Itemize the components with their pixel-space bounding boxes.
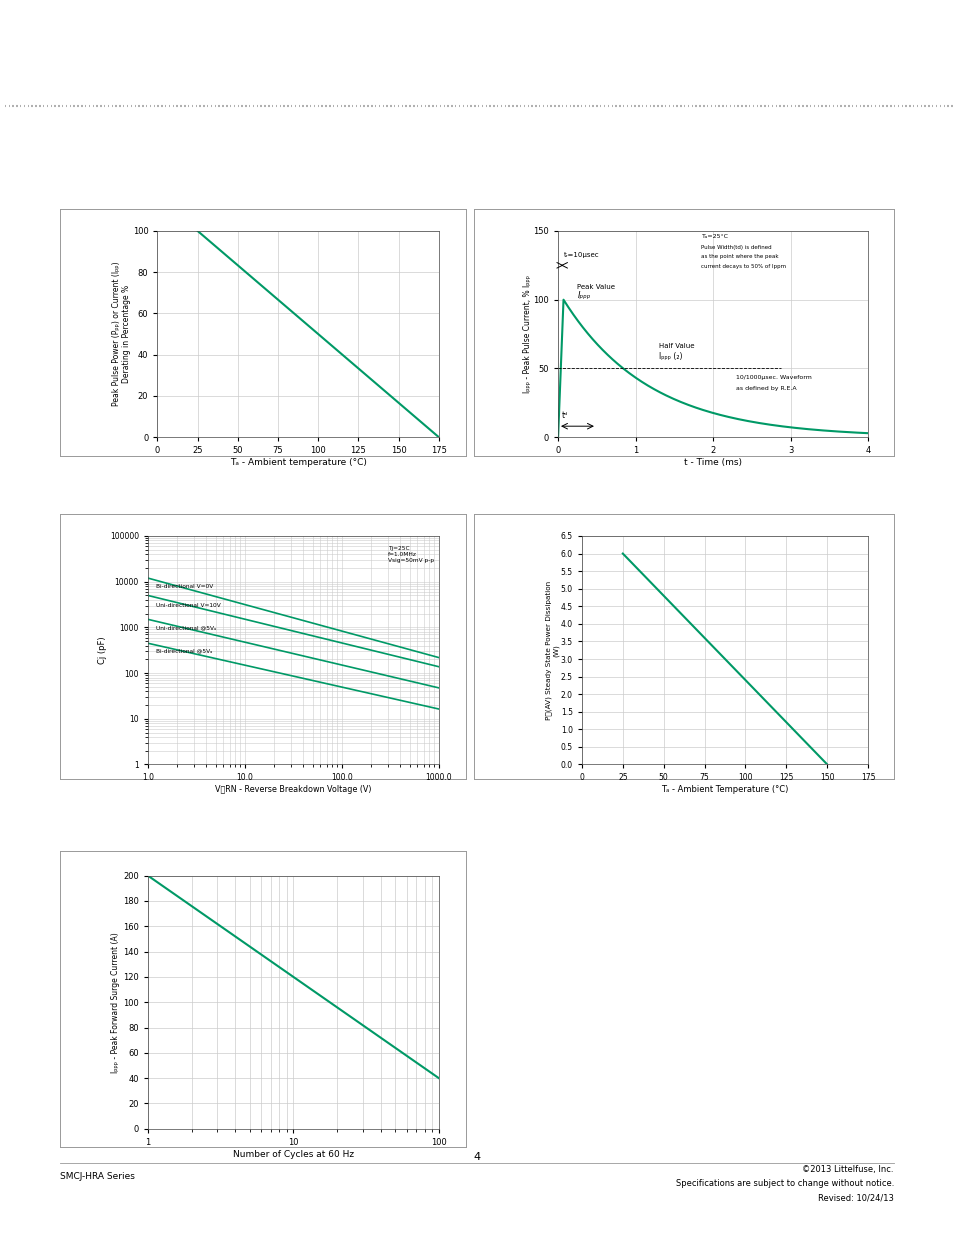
Text: Uni-directional V=10V: Uni-directional V=10V — [155, 603, 220, 608]
Text: Pulse Width(td) is defined: Pulse Width(td) is defined — [700, 245, 771, 249]
Text: 4: 4 — [473, 1152, 480, 1162]
Text: Figure 6 - Steady State Power Dissipation Derating Curve: Figure 6 - Steady State Power Dissipatio… — [482, 493, 800, 504]
Text: tᵈ: tᵈ — [561, 411, 568, 420]
Text: Ratings and Characteristic Curves: Ratings and Characteristic Curves — [67, 131, 267, 141]
Text: Bi-directional V=0V: Bi-directional V=0V — [155, 584, 213, 589]
Text: ⧔: ⧔ — [24, 21, 49, 44]
X-axis label: Tₐ - Ambient temperature (°C): Tₐ - Ambient temperature (°C) — [230, 458, 366, 467]
X-axis label: Tₐ - Ambient Temperature (°C): Tₐ - Ambient Temperature (°C) — [660, 785, 788, 794]
Y-axis label: Peak Pulse Power (Pₚₚ) or Current (Iₚₚ)
Derating in Percentage %: Peak Pulse Power (Pₚₚ) or Current (Iₚₚ) … — [112, 262, 132, 406]
Text: as defined by R.E.A: as defined by R.E.A — [736, 387, 796, 391]
Text: Revised: 10/24/13: Revised: 10/24/13 — [817, 1193, 893, 1203]
Y-axis label: Cj (pF): Cj (pF) — [98, 636, 107, 664]
Text: (Continued): (Continued) — [573, 131, 634, 141]
Bar — [11, 6, 188, 88]
Text: Figure 3 - Pulse Derating Curve: Figure 3 - Pulse Derating Curve — [69, 188, 253, 199]
Text: tᵣ=10μsec: tᵣ=10μsec — [563, 252, 599, 258]
Text: Peak Value: Peak Value — [577, 284, 615, 290]
Text: Tj=25C
f=1.0MHz
Vsig=50mV p-p: Tj=25C f=1.0MHz Vsig=50mV p-p — [388, 546, 434, 563]
Text: as the point where the peak: as the point where the peak — [700, 254, 779, 259]
Text: Iₚₚₚ (₂): Iₚₚₚ (₂) — [659, 352, 681, 361]
Text: Bi-directional @5Vₐ: Bi-directional @5Vₐ — [155, 648, 212, 653]
Y-axis label: Iₚₚₚ - Peak Pulse Current, % Iₚₚₚ: Iₚₚₚ - Peak Pulse Current, % Iₚₚₚ — [522, 275, 532, 393]
Text: Specifications are subject to change without notice.: Specifications are subject to change wit… — [675, 1179, 893, 1188]
X-axis label: VᴯRN - Reverse Breakdown Voltage (V): VᴯRN - Reverse Breakdown Voltage (V) — [214, 785, 372, 794]
X-axis label: t - Time (ms): t - Time (ms) — [683, 458, 741, 467]
Text: Half Value: Half Value — [659, 343, 694, 348]
Text: Transient Voltage Suppression Diodes: Transient Voltage Suppression Diodes — [214, 21, 616, 40]
Text: Figure 7 - Maximum Non-Repetitive Peak Forward
Surge Current Uni-Directional Onl: Figure 7 - Maximum Non-Repetitive Peak F… — [69, 815, 362, 839]
Text: Littelfuse®: Littelfuse® — [74, 26, 172, 41]
Text: ©2013 Littelfuse, Inc.: ©2013 Littelfuse, Inc. — [801, 1165, 893, 1173]
Text: Uni-directional @5Vₐ: Uni-directional @5Vₐ — [155, 625, 215, 630]
Text: (Tₐ=25°C unless otherwise noted): (Tₐ=25°C unless otherwise noted) — [348, 131, 491, 141]
Text: Tₐ=25°C: Tₐ=25°C — [700, 233, 728, 238]
Text: Figure 4 - Pulse Waveform: Figure 4 - Pulse Waveform — [482, 188, 638, 199]
Text: Iₚₚₚ: Iₚₚₚ — [577, 291, 590, 300]
Text: 10/1000μsec. Waveform: 10/1000μsec. Waveform — [736, 375, 811, 380]
Text: current decays to 50% of Ippm: current decays to 50% of Ippm — [700, 264, 786, 269]
Y-axis label: Iₚₚₚ - Peak Forward Surge Current (A): Iₚₚₚ - Peak Forward Surge Current (A) — [112, 932, 120, 1072]
Text: Surface Mount – 1500W > SMCJ-HRA series: Surface Mount – 1500W > SMCJ-HRA series — [214, 63, 513, 77]
Text: Figure 5 - Typical Junction Capacitance: Figure 5 - Typical Junction Capacitance — [69, 493, 296, 504]
Text: SMCJ-HRA Series: SMCJ-HRA Series — [60, 1172, 134, 1181]
Text: Expertise Applied | Answers Delivered: Expertise Applied | Answers Delivered — [24, 69, 156, 77]
X-axis label: Number of Cycles at 60 Hz: Number of Cycles at 60 Hz — [233, 1150, 354, 1158]
Y-axis label: Pᴯ(AV) Steady State Power Dissipation
(W): Pᴯ(AV) Steady State Power Dissipation (W… — [545, 580, 558, 720]
